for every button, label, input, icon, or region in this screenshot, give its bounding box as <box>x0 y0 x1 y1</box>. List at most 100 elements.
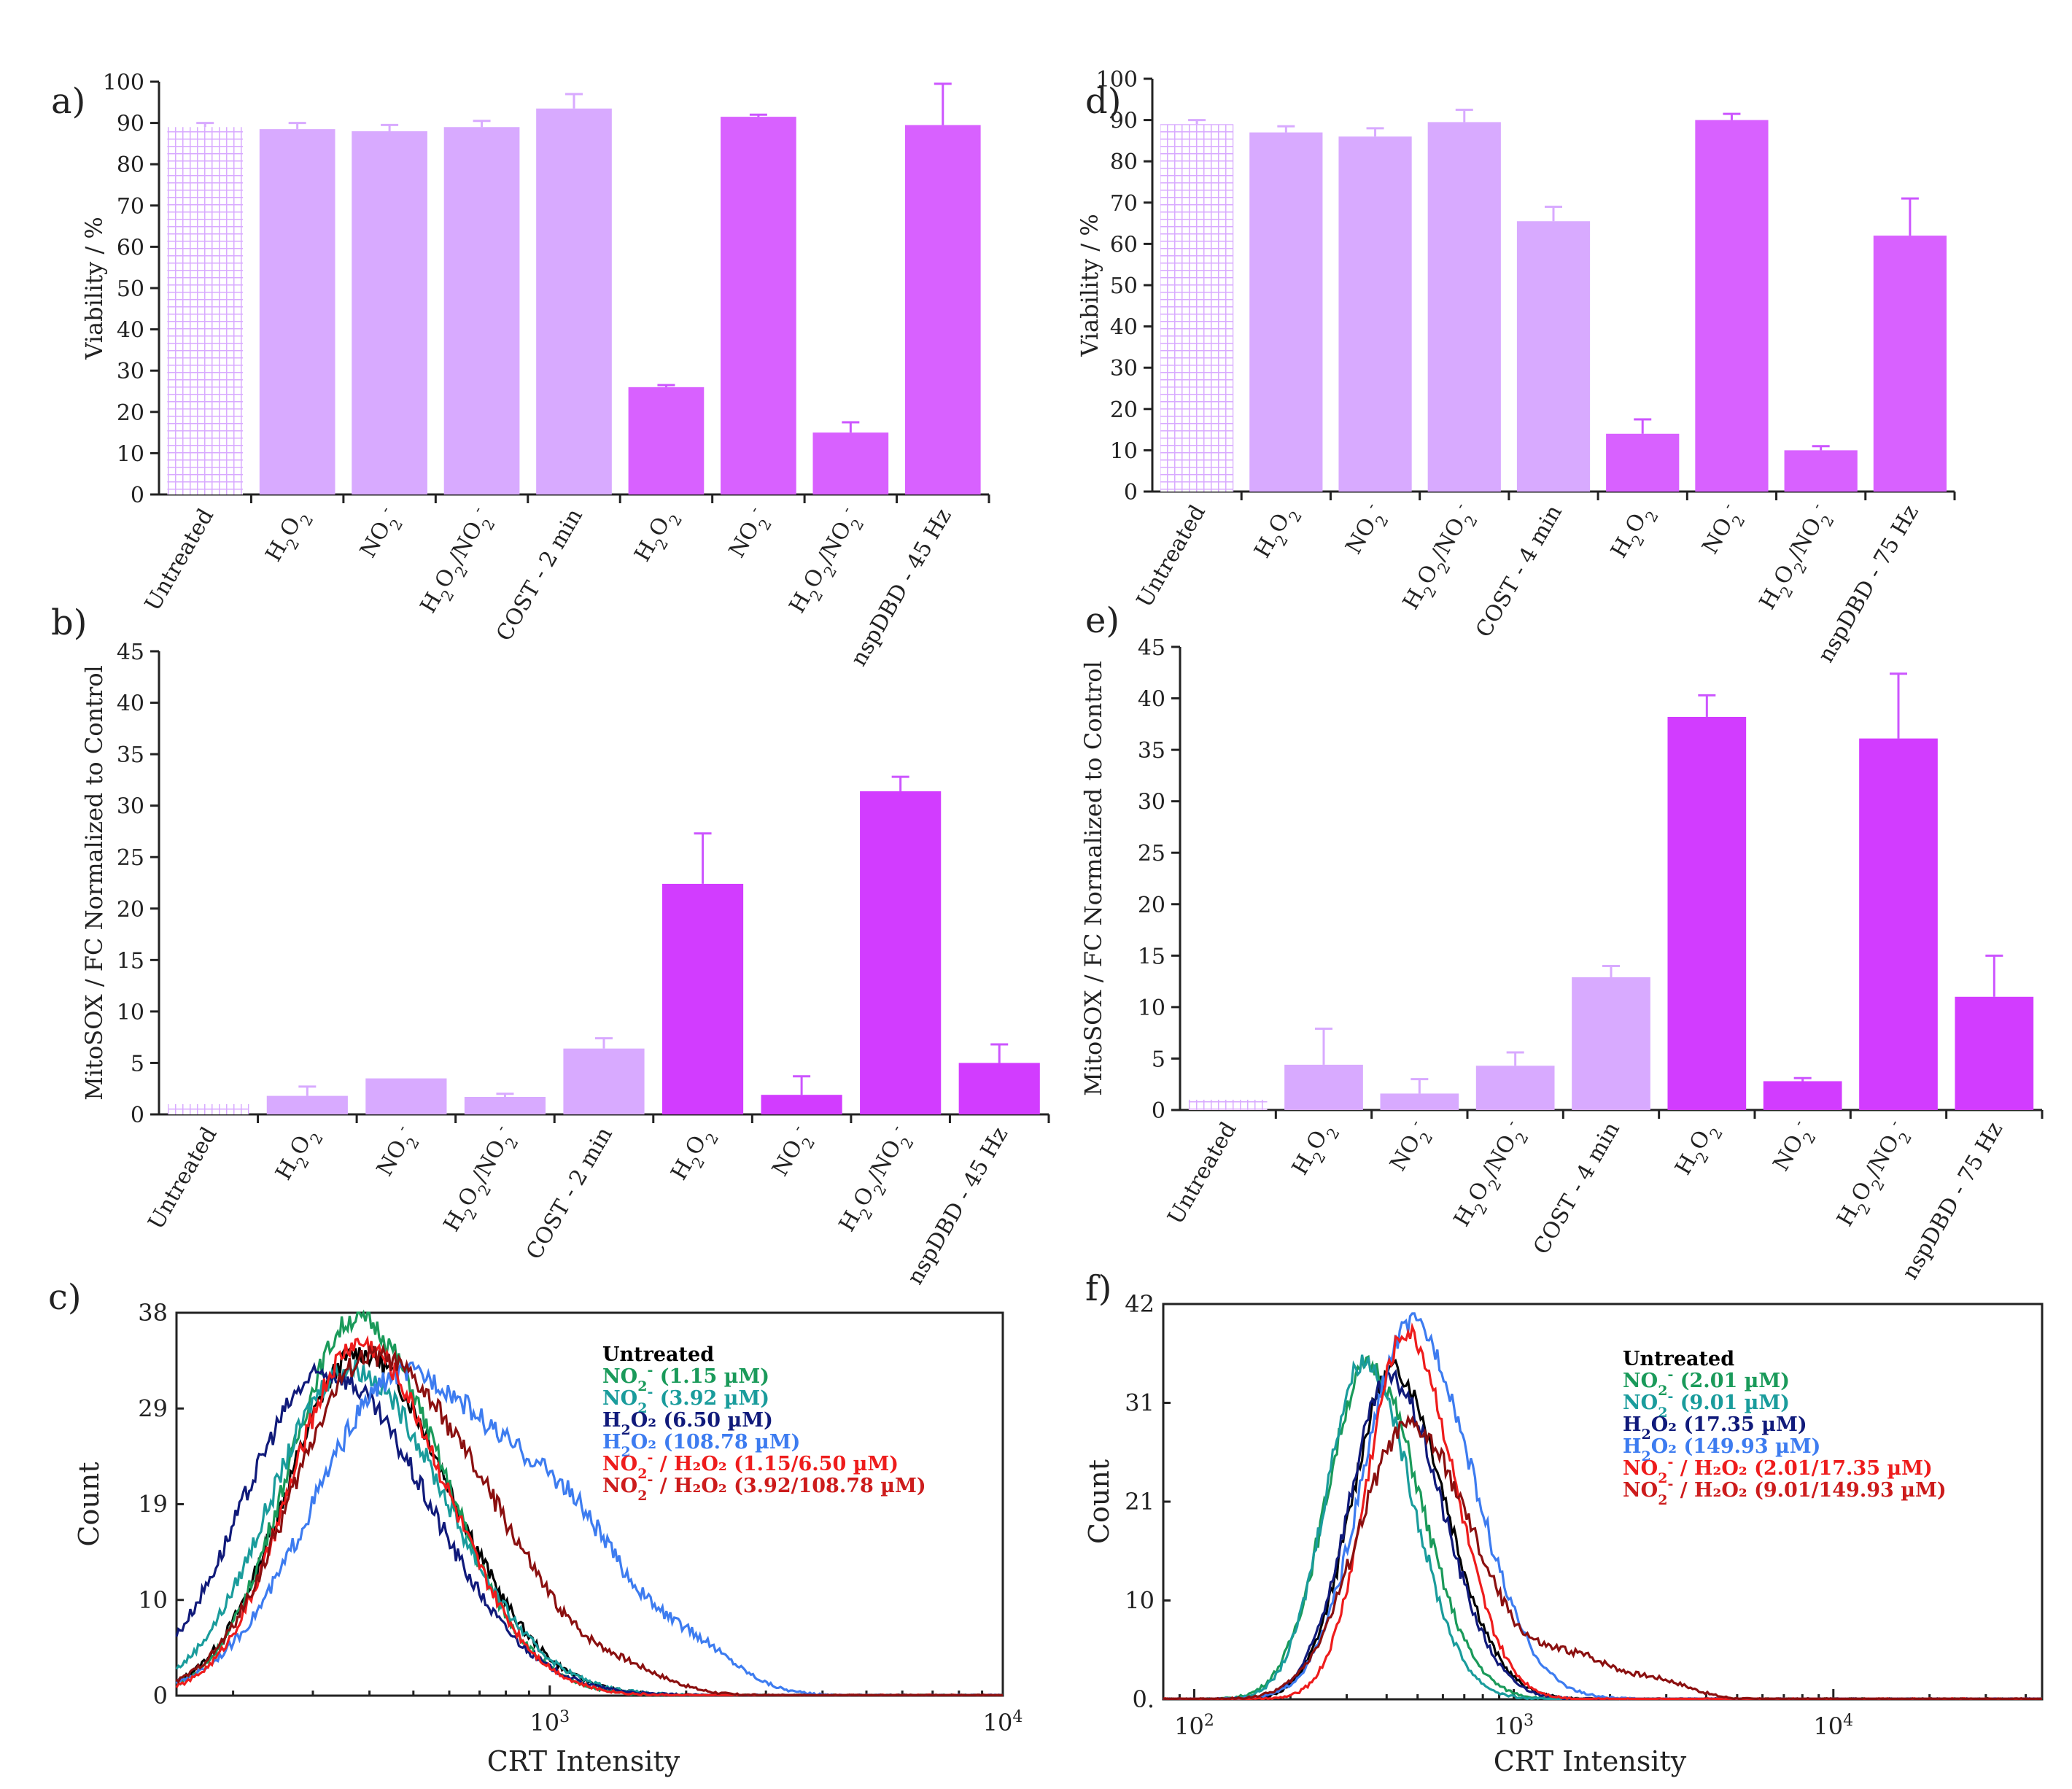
label-part: - <box>1718 500 1736 513</box>
y-tick-label: 10 <box>138 1586 168 1614</box>
bar <box>443 127 520 494</box>
label-part: - <box>788 1122 806 1135</box>
series-line <box>175 1343 1004 1696</box>
legend-entry: NO2- (2.01 µM) <box>1623 1367 1790 1399</box>
y-tick-label: 0 <box>1124 480 1138 505</box>
legend-sub: 2 <box>1642 1427 1651 1443</box>
legend-entry: NO2- (1.15 µM) <box>602 1362 769 1394</box>
y-tick-label: 20 <box>117 897 144 923</box>
y-tick-label: 5 <box>131 1051 144 1076</box>
bar-chart-d: d) 0 10 20 30 40 50 60 70 80 90 100 Viability / % Unt… <box>1076 67 1956 667</box>
legend-rest: O₂ (149.93 µM) <box>1651 1435 1821 1458</box>
legend-base: NO <box>602 1475 637 1497</box>
x-tick-label: 104 <box>1813 1712 1853 1741</box>
label-part: - <box>745 503 762 516</box>
bar <box>1859 738 1938 1110</box>
y-tick-label: 40 <box>117 318 144 344</box>
legend-sub: 2 <box>1658 1470 1667 1486</box>
label-part: - <box>1789 1117 1807 1130</box>
y-tick-label: 0. <box>1132 1685 1155 1713</box>
bar <box>628 387 705 494</box>
y-tick-label: 50 <box>1110 273 1138 299</box>
category-label: Untreated <box>1132 501 1211 612</box>
legend-entry: NO2- (3.92 µM) <box>602 1384 769 1416</box>
y-tick-label: 50 <box>117 276 144 302</box>
series-line <box>1163 1358 2042 1701</box>
category-label: H2O2/NO2- <box>1752 500 1840 618</box>
y-axis-label: MitoSOX / FC Normalized to Control <box>1079 661 1107 1096</box>
y-tick-label: 90 <box>117 112 144 137</box>
category-label: COST - 4 min <box>1471 501 1567 643</box>
label-part: - <box>1406 1117 1424 1130</box>
y-tick-label: 70 <box>117 194 144 220</box>
plot-frame <box>1162 1303 2044 1701</box>
legend-rest: / H₂O₂ (9.01/149.93 µM) <box>1673 1479 1946 1502</box>
legend-entry: NO2- / H₂O₂ (3.92/108.78 µM) <box>602 1472 926 1504</box>
legend-rest: O₂ (17.35 µM) <box>1651 1413 1807 1436</box>
category-label: Untreated <box>140 505 219 616</box>
category-label: NO2- <box>721 503 777 566</box>
category-label: H2O2 <box>271 1123 327 1188</box>
x-axis-label: CRT Intensity <box>487 1745 680 1777</box>
y-tick-label: 20 <box>1110 397 1138 423</box>
bar <box>365 1078 447 1114</box>
bar <box>1338 136 1412 492</box>
series-line <box>1163 1322 2042 1701</box>
bar <box>1667 716 1747 1110</box>
legend-rest: (1.15 µM) <box>653 1365 769 1388</box>
legend-rest: O₂ (6.50 µM) <box>631 1409 773 1432</box>
bar <box>1955 996 2034 1110</box>
bar <box>812 432 889 494</box>
bar <box>1695 120 1769 492</box>
label-part: - <box>837 503 855 516</box>
legend-base: NO <box>602 1453 637 1475</box>
y-tick-label: 15 <box>1138 944 1165 969</box>
y-tick-label: 10 <box>1125 1587 1155 1615</box>
category-label: NO2- <box>1695 500 1751 562</box>
legend-sub: 2 <box>1658 1405 1667 1421</box>
y-tick-label: 21 <box>1125 1488 1155 1516</box>
x-tick-label: 103 <box>1494 1712 1534 1741</box>
x-tick-exp: 2 <box>1204 1712 1214 1730</box>
category-label: H2O2 <box>1606 501 1662 566</box>
label-part: - <box>492 1122 509 1135</box>
bar <box>1763 1081 1842 1110</box>
y-tick-label: 10 <box>117 1000 144 1025</box>
bar <box>1606 433 1680 492</box>
category-label: H2O2 <box>666 1123 722 1188</box>
x-tick-exp: 3 <box>559 1708 570 1726</box>
category-label: H2O2 <box>1249 501 1305 566</box>
legend-entry: H2O₂ (6.50 µM) <box>602 1409 773 1438</box>
bar <box>1188 1099 1268 1110</box>
y-tick-label: 30 <box>117 359 144 384</box>
plot-frame <box>175 1311 1004 1697</box>
category-label: H2O2 <box>1287 1118 1343 1183</box>
panel-letter: a) <box>51 81 85 122</box>
legend-sub: 2 <box>637 1466 647 1482</box>
series-line <box>176 1309 1004 1697</box>
bar <box>1160 124 1234 492</box>
legend-entry: NO2- / H₂O₂ (9.01/149.93 µM) <box>1623 1476 1947 1508</box>
x-tick-exp: 4 <box>1843 1712 1853 1730</box>
x-tick-exp: 4 <box>1012 1708 1023 1726</box>
legend-entry: NO2- (9.01 µM) <box>1623 1389 1790 1421</box>
legend-rest: (9.01 µM) <box>1673 1392 1790 1414</box>
bar <box>860 791 942 1114</box>
bar <box>721 117 796 495</box>
y-tick-label: 100 <box>103 70 144 96</box>
category-label: H2O2/NO2- <box>1395 500 1483 618</box>
legend-sup: - <box>647 1362 653 1378</box>
x-tick-label: 104 <box>983 1708 1023 1737</box>
legend-sup: - <box>1667 1476 1673 1492</box>
legend-base: Untreated <box>1623 1348 1734 1370</box>
category-label: H2O2/NO2- <box>782 503 870 621</box>
category-label: H2O2 <box>261 505 317 570</box>
bar-chart-b: b) 0 5 10 15 20 25 30 35 40 45 MitoSOX / FC Normali… <box>51 602 1050 1289</box>
y-tick-label: 5 <box>1152 1047 1165 1072</box>
y-axis-label: Viability / % <box>1076 214 1103 357</box>
panel-letter: b) <box>51 602 87 643</box>
category-label: H2O2/NO2- <box>1446 1117 1534 1235</box>
legend-entry: H2O₂ (108.78 µM) <box>602 1431 800 1460</box>
y-tick-label: 10 <box>1138 996 1165 1021</box>
legend-sub: 2 <box>637 1378 647 1394</box>
